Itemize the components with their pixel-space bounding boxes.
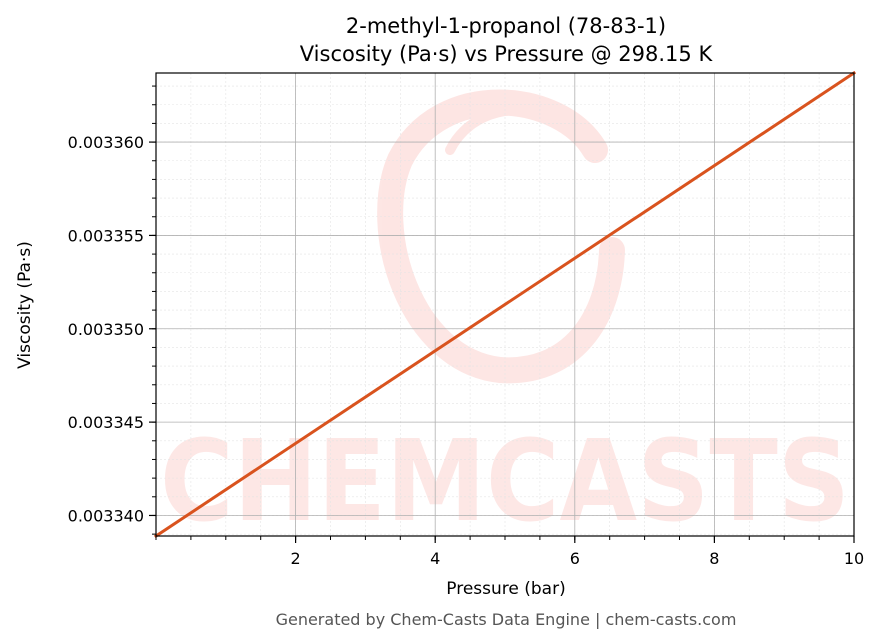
x-axis: 2 4 6 8 10	[155, 536, 864, 568]
y-tick-label: 0.003355	[68, 226, 144, 245]
footer-credit: Generated by Chem-Casts Data Engine | ch…	[276, 610, 737, 629]
y-axis-label: Viscosity (Pa·s)	[15, 241, 35, 369]
watermark-logo	[377, 89, 625, 384]
y-tick-label: 0.003340	[68, 506, 144, 525]
x-tick-label: 8	[709, 549, 719, 568]
y-tick-label: 0.003360	[68, 133, 144, 152]
x-tick-label: 4	[430, 549, 440, 568]
y-tick-label: 0.003350	[68, 320, 144, 339]
y-axis: 0.003340 0.003345 0.003350 0.003355 0.003360	[68, 85, 156, 535]
x-axis-label: Pressure (bar)	[446, 579, 565, 599]
y-tick-label: 0.003345	[68, 413, 144, 432]
x-tick-label: 10	[844, 549, 864, 568]
chart-subtitle: Viscosity (Pa·s) vs Pressure @ 298.15 K	[300, 42, 714, 66]
series-line	[153, 70, 857, 539]
series-layer	[153, 70, 857, 539]
x-tick-label: 2	[291, 549, 301, 568]
chart-title: 2-methyl-1-propanol (78-83-1)	[346, 14, 666, 38]
x-tick-label: 6	[570, 549, 580, 568]
